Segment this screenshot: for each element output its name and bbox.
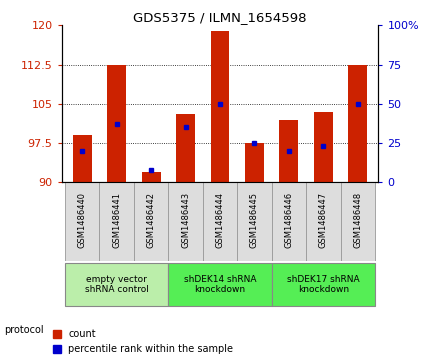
Bar — [314, 112, 333, 182]
Text: GSM1486446: GSM1486446 — [284, 192, 293, 248]
Text: GSM1486448: GSM1486448 — [353, 192, 362, 248]
FancyBboxPatch shape — [306, 182, 341, 261]
Text: GSM1486441: GSM1486441 — [112, 192, 121, 248]
Title: GDS5375 / ILMN_1654598: GDS5375 / ILMN_1654598 — [133, 11, 307, 24]
Bar — [176, 114, 195, 182]
Text: GSM1486445: GSM1486445 — [250, 192, 259, 248]
FancyBboxPatch shape — [237, 182, 271, 261]
Text: protocol: protocol — [4, 325, 44, 335]
Text: empty vector
shRNA control: empty vector shRNA control — [85, 275, 149, 294]
Text: GSM1486444: GSM1486444 — [216, 192, 224, 248]
Text: GSM1486442: GSM1486442 — [147, 192, 156, 248]
Text: shDEK17 shRNA
knockdown: shDEK17 shRNA knockdown — [287, 275, 359, 294]
FancyBboxPatch shape — [169, 182, 203, 261]
FancyBboxPatch shape — [169, 263, 271, 306]
FancyBboxPatch shape — [271, 263, 375, 306]
Bar — [73, 135, 92, 182]
Bar — [142, 172, 161, 182]
FancyBboxPatch shape — [134, 182, 169, 261]
FancyBboxPatch shape — [99, 182, 134, 261]
Legend: count, percentile rank within the sample: count, percentile rank within the sample — [49, 326, 237, 358]
Bar — [107, 65, 126, 182]
FancyBboxPatch shape — [203, 182, 237, 261]
FancyBboxPatch shape — [271, 182, 306, 261]
Bar — [245, 143, 264, 182]
Bar — [210, 30, 230, 182]
FancyBboxPatch shape — [341, 182, 375, 261]
Bar — [279, 119, 298, 182]
FancyBboxPatch shape — [65, 263, 169, 306]
Text: GSM1486443: GSM1486443 — [181, 192, 190, 248]
Text: shDEK14 shRNA
knockdown: shDEK14 shRNA knockdown — [184, 275, 256, 294]
Text: GSM1486447: GSM1486447 — [319, 192, 328, 248]
FancyBboxPatch shape — [65, 182, 99, 261]
Text: GSM1486440: GSM1486440 — [78, 192, 87, 248]
Bar — [348, 65, 367, 182]
